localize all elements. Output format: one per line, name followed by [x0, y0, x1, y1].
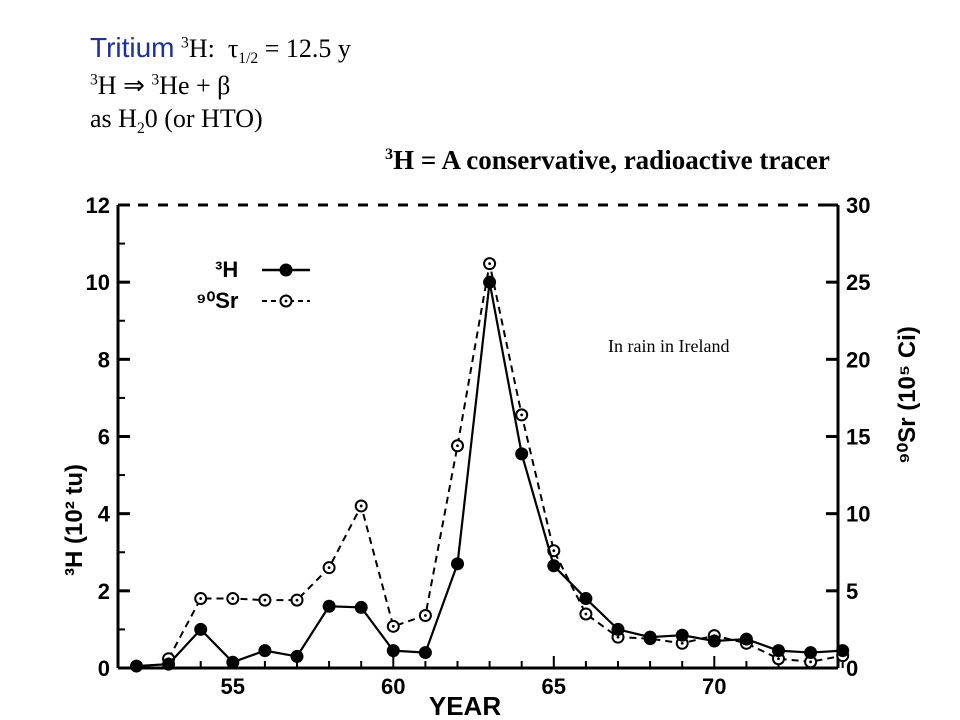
tracer-subtitle: 3H = A conservative, radioactive tracer: [385, 145, 830, 176]
x-tick-label: 70: [702, 674, 726, 699]
tritium-point: [772, 644, 785, 658]
right-tick-label: 5: [846, 579, 858, 604]
sr90-point-dot: [456, 444, 459, 448]
tritium-point: [354, 600, 368, 614]
tritium-strontium-chart: 0 2 4 6 8 10 12 0 5 10 15 20 25 30 55 60 65 70 ³H ⁹⁰Sr I…: [61, 193, 921, 720]
legend: ³H ⁹⁰Sr: [196, 257, 310, 313]
x-axis-label: YEAR: [429, 691, 501, 720]
tritium-point: [547, 559, 561, 573]
right-tick-label: 25: [846, 270, 870, 295]
tritium-point: [322, 599, 336, 613]
sr90-point-dot: [199, 597, 203, 600]
decay-mass2: 3: [151, 71, 160, 89]
sr90-point-dot: [231, 597, 235, 600]
decay-arrow: ⇒: [123, 71, 145, 101]
sr90-point-dot: [584, 612, 588, 616]
tritium-point: [162, 657, 176, 671]
title-mass-number: 3: [181, 34, 189, 52]
halflife-value: = 12.5 y: [258, 34, 351, 63]
left-tick-label: 8: [98, 347, 110, 372]
tritium-point: [643, 630, 657, 644]
left-tick-label: 2: [98, 579, 110, 604]
legend-marker-sr90-dot: [284, 299, 288, 303]
tritium-point: [418, 646, 432, 660]
legend-label-tritium: ³H: [215, 257, 238, 282]
left-tick-label: 6: [98, 425, 110, 450]
halflife-subscript: 1/2: [238, 50, 259, 68]
tritium-point: [804, 646, 818, 660]
sr90-point-dot: [809, 660, 812, 664]
series-tritium: [130, 275, 850, 673]
tritium-point: [258, 644, 272, 658]
right-tick-label: 30: [846, 193, 870, 218]
title-tritium-word: Tritium: [90, 32, 175, 63]
left-tick-label: 10: [86, 270, 110, 295]
sr90-point-dot: [327, 566, 331, 570]
tritium-point: [194, 622, 208, 636]
tritium-point: [675, 628, 689, 642]
tritium-point: [836, 644, 850, 658]
right-tick-label: 10: [846, 502, 870, 527]
tritium-point: [515, 447, 529, 461]
tritium-point: [130, 659, 143, 673]
title-block: Tritium 3H: τ1/2 = 12.5 y 3H ⇒ 3He + β a…: [90, 30, 351, 140]
sr90-point-dot: [552, 549, 556, 553]
subtitle-text: H = A conservative, radioactive tracer: [393, 145, 830, 175]
tritium-point: [707, 634, 721, 648]
x-tick-label: 65: [542, 674, 566, 699]
left-axis-label: ³H (10² tu): [61, 464, 88, 576]
water-subscript: 2: [136, 120, 145, 138]
title-nuclide-symbol: H:: [188, 34, 215, 63]
sr90-point-dot: [777, 657, 780, 661]
water-form-line: as H20 (or HTO): [90, 102, 351, 139]
left-tick-label: 0: [98, 656, 110, 681]
subtitle-mass: 3: [385, 145, 394, 163]
chart-annotation: In rain in Ireland: [608, 336, 729, 356]
right-axis-label: ⁹⁰Sr (10⁵ Ci): [894, 326, 921, 464]
sr90-point-dot: [424, 614, 427, 617]
sr90-point-dot: [680, 641, 684, 645]
tritium-point: [739, 632, 753, 646]
title-halflife-line: Tritium 3H: τ1/2 = 12.5 y: [90, 30, 351, 69]
sr90-point-dot: [520, 413, 524, 417]
tritium-point: [611, 622, 625, 636]
right-tick-label: 15: [846, 425, 870, 450]
decay-h: H: [97, 71, 124, 101]
sr90-point-dot: [488, 262, 491, 266]
tritium-point: [579, 592, 593, 606]
sr90-point-dot: [295, 598, 299, 602]
right-tick-label: 0: [846, 656, 858, 681]
legend-label-sr90: ⁹⁰Sr: [196, 288, 239, 313]
sr90-point-dot: [616, 635, 620, 639]
decay-equation: 3H ⇒ 3He + β: [90, 69, 351, 102]
series-sr90: [162, 257, 850, 669]
decay-mass1: 3: [90, 71, 98, 89]
tritium-point: [483, 275, 497, 289]
water-rest: 0 (or HTO): [144, 104, 263, 134]
right-axis-ticks: 0 5 10 15 20 25 30: [826, 193, 870, 681]
tritium-point: [386, 644, 400, 658]
legend-marker-tritium: [279, 263, 293, 277]
tritium-point: [290, 649, 304, 663]
sr90-point-dot: [391, 624, 395, 628]
x-tick-label: 60: [381, 674, 405, 699]
left-tick-label: 4: [98, 502, 111, 527]
halflife-symbol: τ: [227, 34, 239, 63]
x-axis-ticks: 55 60 65 70: [135, 656, 844, 699]
sr90-point-dot: [263, 598, 267, 602]
tritium-point: [451, 557, 464, 571]
left-axis-ticks: 0 2 4 6 8 10 12: [86, 193, 130, 681]
left-tick-label: 12: [86, 193, 110, 218]
tritium-line: [136, 281, 843, 668]
water-prefix: as H: [90, 104, 137, 134]
decay-products: He + β: [159, 71, 231, 101]
sr90-point-dot: [359, 504, 363, 508]
right-tick-label: 20: [846, 347, 870, 372]
tritium-point: [226, 655, 240, 669]
x-tick-label: 55: [221, 674, 245, 699]
